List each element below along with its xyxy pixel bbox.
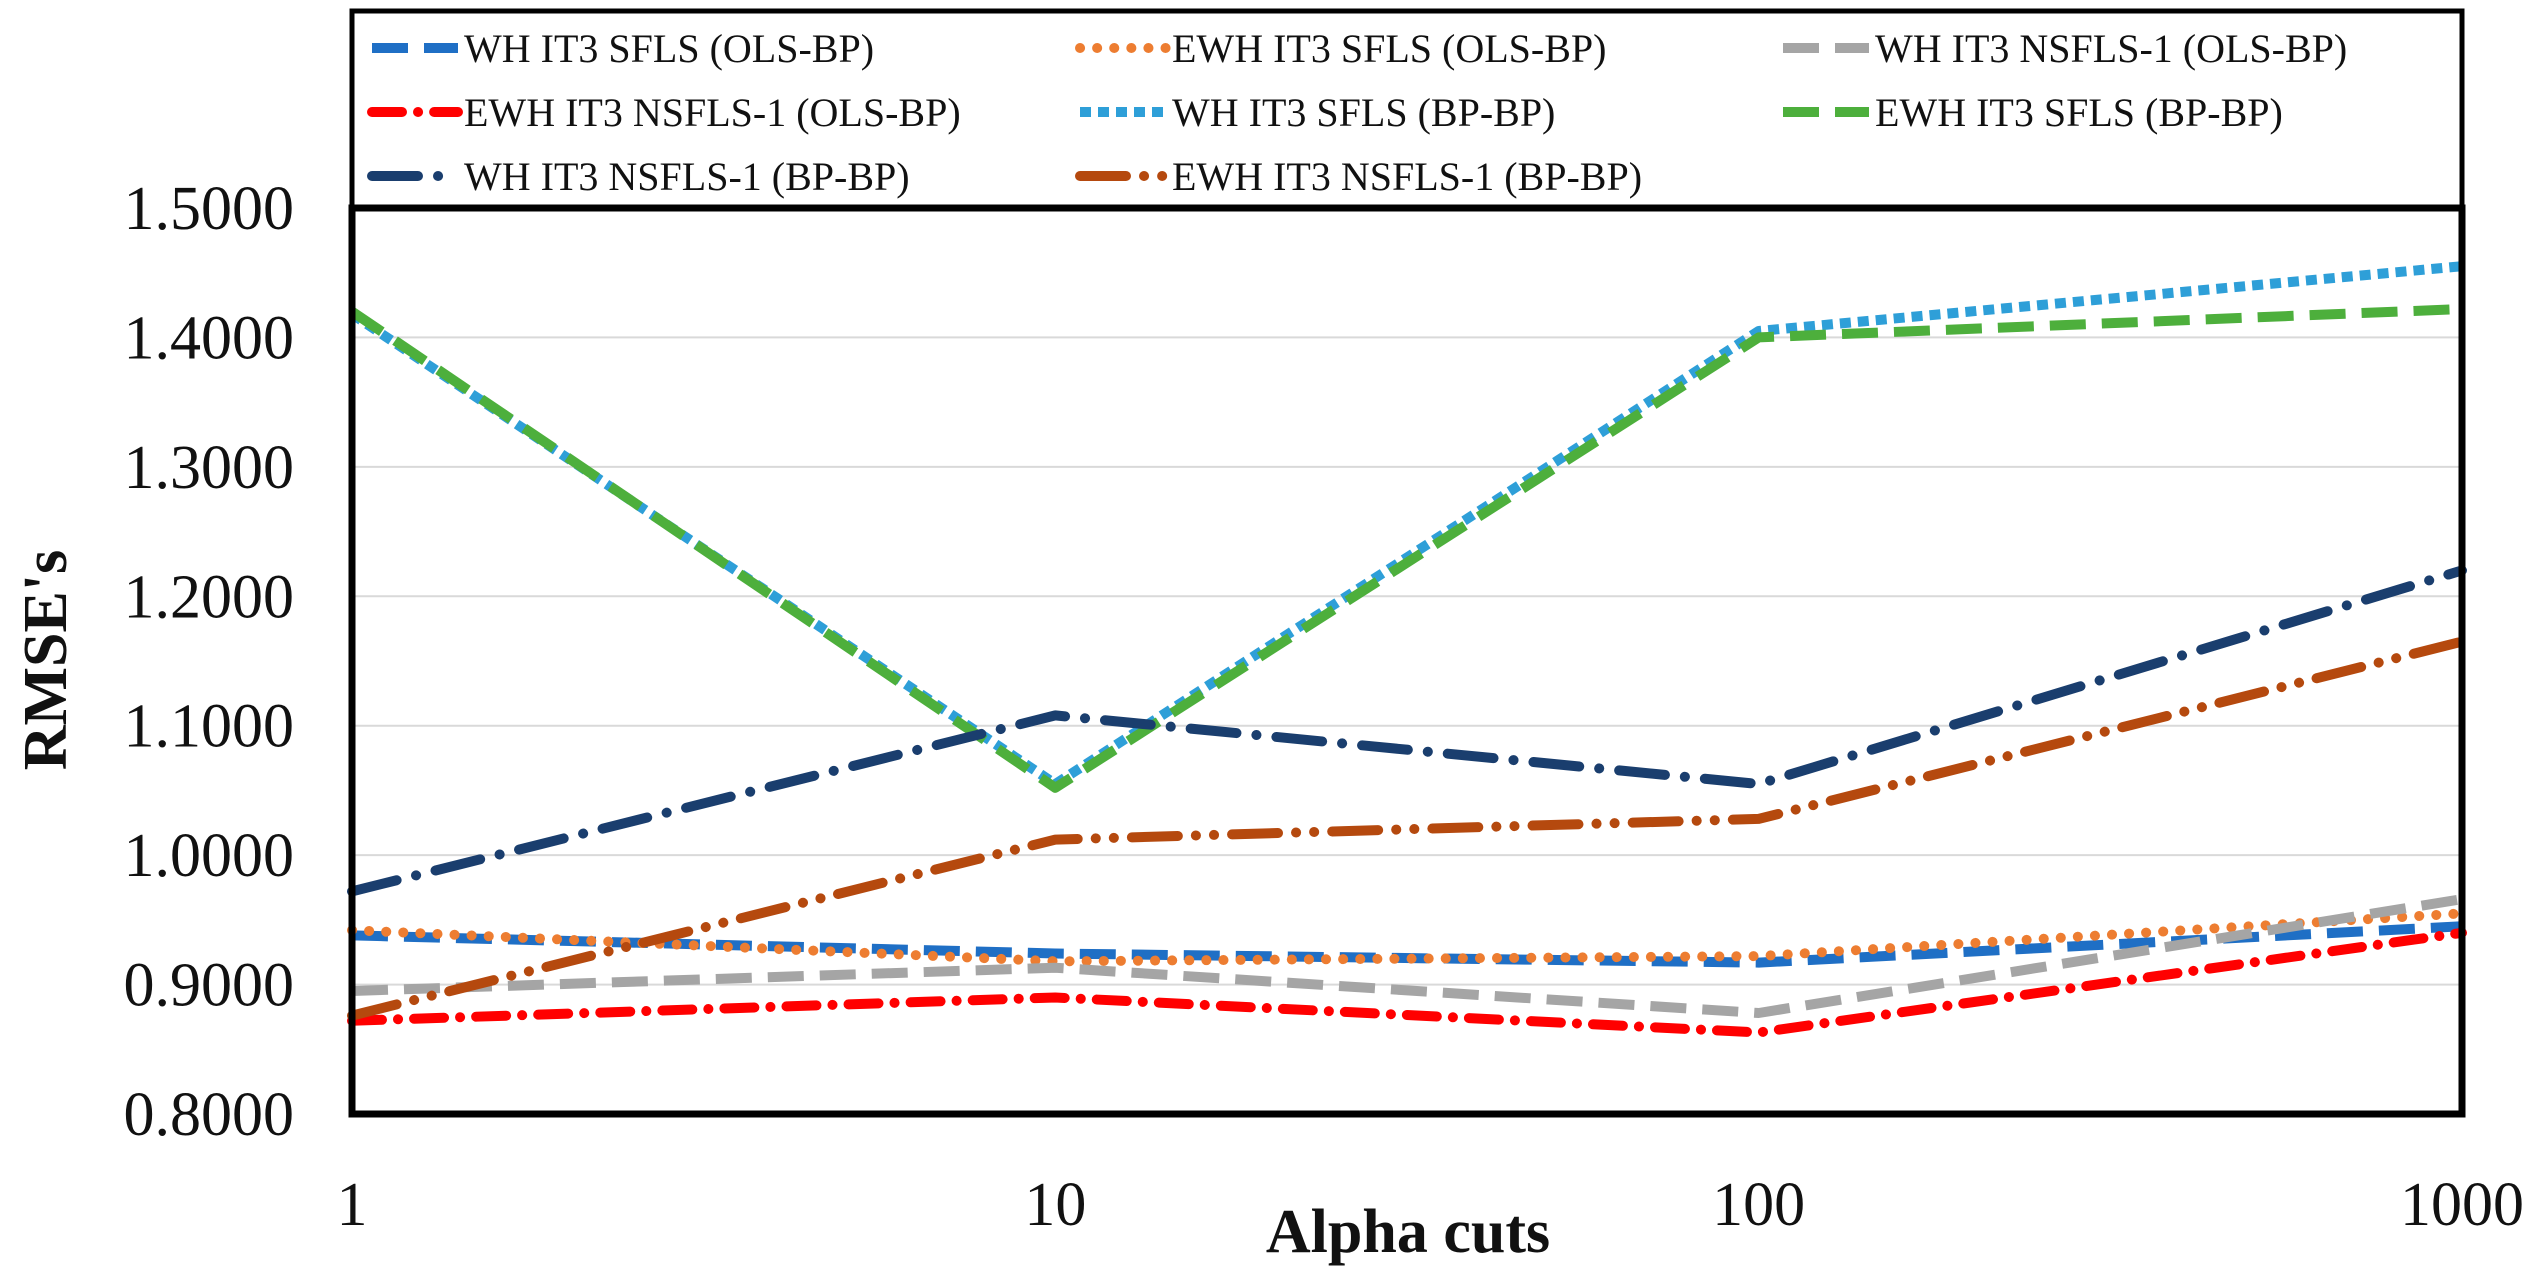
legend-item: WH IT3 NSFLS-1 (BP-BP) [367, 154, 910, 199]
x-tick-label: 100 [1712, 1171, 1805, 1239]
series-line-3 [351, 894, 2463, 1018]
y-tick-label: 1.2000 [124, 563, 295, 631]
y-tick-label: 1.4000 [124, 304, 295, 372]
legend: WH IT3 SFLS (OLS-BP) EWH IT3 SFLS (OLS-BP… [367, 26, 2347, 199]
y-tick-label: 1.3000 [124, 434, 295, 502]
x-axis-title: Alpha cuts [1266, 1198, 1550, 1266]
legend-label: WH IT3 SFLS (OLS-BP) [464, 26, 874, 71]
y-axis-title: RMSE's [12, 550, 80, 770]
legend-box [349, 8, 2465, 211]
x-tick-label: 10 [1024, 1171, 1086, 1239]
legend-label: EWH IT3 SFLS (BP-BP) [1875, 90, 2283, 135]
series-line-8 [347, 636, 2467, 1021]
y-tick-label: 0.9000 [124, 952, 295, 1020]
series-line-4 [347, 927, 2467, 1038]
y-tick-label: 0.8000 [124, 1081, 295, 1149]
series-line-2 [347, 908, 2467, 967]
y-tick-label: 1.1000 [124, 693, 295, 761]
legend-item: WH IT3 SFLS (OLS-BP) [372, 26, 874, 71]
series-line-7 [347, 565, 2467, 897]
legend-label: WH IT3 NSFLS-1 (OLS-BP) [1875, 26, 2347, 71]
plot-frame [348, 204, 2466, 1118]
x-axis-ticks: 1 10 100 1000 [337, 1171, 2525, 1239]
legend-label: WH IT3 NSFLS-1 (BP-BP) [464, 154, 910, 199]
legend-item: EWH IT3 SFLS (BP-BP) [1783, 90, 2283, 135]
legend-item: EWH IT3 NSFLS-1 (BP-BP) [1075, 154, 1642, 199]
gridlines [352, 336, 2462, 986]
x-tick-label: 1000 [2400, 1171, 2524, 1239]
y-tick-label: 1.5000 [124, 175, 295, 243]
series-layer [347, 261, 2467, 1038]
legend-item: WH IT3 SFLS (BP-BP) [1080, 90, 1555, 135]
y-tick-label: 1.0000 [124, 822, 295, 890]
legend-label: EWH IT3 NSFLS-1 (BP-BP) [1172, 154, 1642, 199]
legend-item: EWH IT3 NSFLS-1 (OLS-BP) [367, 90, 961, 135]
series-line-6 [349, 304, 2463, 793]
x-tick-label: 1 [337, 1171, 368, 1239]
y-axis-ticks: 0.8000 0.9000 1.0000 1.1000 1.2000 1.3000 1.40… [124, 175, 295, 1149]
legend-label: WH IT3 SFLS (BP-BP) [1172, 90, 1555, 135]
legend-item: WH IT3 NSFLS-1 (OLS-BP) [1783, 26, 2347, 71]
legend-label: EWH IT3 SFLS (OLS-BP) [1172, 26, 1606, 71]
legend-item: EWH IT3 SFLS (OLS-BP) [1075, 26, 1606, 71]
legend-label: EWH IT3 NSFLS-1 (OLS-BP) [464, 90, 961, 135]
